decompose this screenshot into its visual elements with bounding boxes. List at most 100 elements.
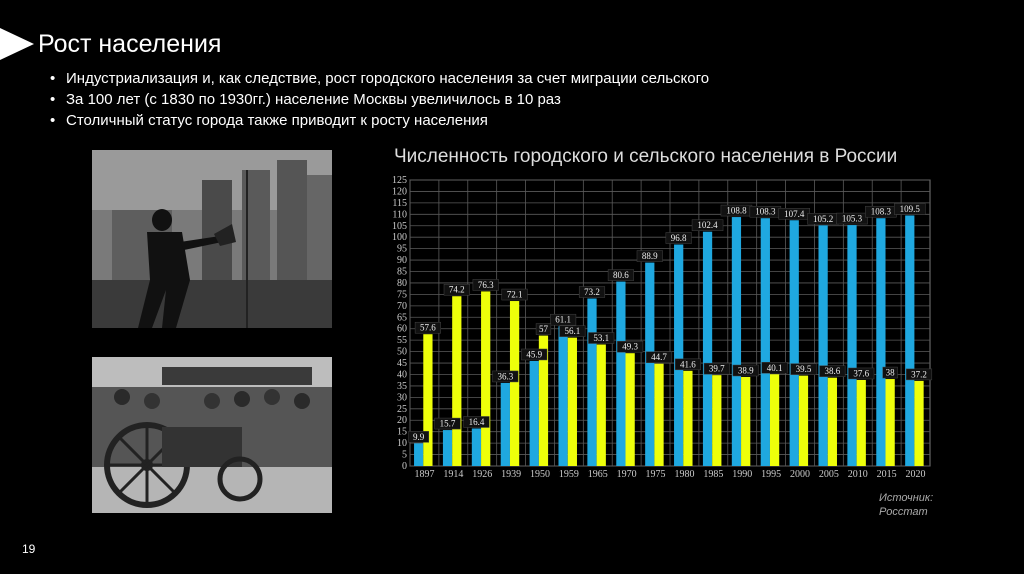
data-label: 45.9 [526,349,542,359]
data-label-box [761,362,788,374]
x-tick-label: 1939 [501,469,521,480]
x-tick-label: 1914 [443,469,463,480]
bar-rural [885,379,895,466]
source-note: Источник: Росстат [879,491,933,519]
slide-marker-icon [0,28,34,60]
y-tick-label: 120 [392,186,407,197]
data-label: 49.3 [622,342,638,352]
bar-rural [567,337,577,466]
data-label: 108.3 [871,207,892,217]
y-tick-label: 35 [397,381,407,392]
data-label: 76.3 [478,280,494,290]
data-label: 61.1 [555,315,571,325]
data-label-box [848,367,875,380]
x-tick-label: 1980 [674,469,694,480]
x-tick-label: 1965 [588,469,608,480]
y-tick-label: 110 [392,209,407,220]
data-label-box [607,269,634,281]
data-label-box [535,323,552,335]
bullet-item: Индустриализация и, как следствие, рост … [50,68,709,89]
y-tick-label: 125 [392,175,407,186]
bar-rural [654,363,664,466]
data-label: 56.1 [564,326,580,336]
industrial-photo [92,150,332,328]
y-tick-label: 75 [397,289,407,300]
data-label-box [894,203,926,215]
y-tick-label: 0 [402,461,407,472]
x-tick-label: 2015 [877,469,897,480]
x-tick-label: 1990 [732,469,752,480]
data-label: 105.3 [842,214,863,224]
bar-rural [481,291,491,466]
bar-urban [674,244,684,466]
data-label-box [674,358,701,371]
bar-urban [558,326,568,466]
y-tick-label: 105 [392,221,407,232]
x-tick-label: 1897 [414,469,434,480]
data-label: 109.5 [900,204,921,214]
y-tick-label: 25 [397,404,407,415]
data-label-box [501,288,528,301]
bullet-item: Столичный статус города также приводит к… [50,110,709,131]
data-label: 39.5 [796,364,812,374]
data-label-box [703,362,730,375]
x-tick-label: 1995 [761,469,781,480]
bar-rural [827,377,837,466]
y-tick-label: 50 [397,347,407,358]
data-label-box [521,348,548,361]
bar-urban [587,298,597,466]
bar-urban [414,443,424,466]
data-label-box [645,351,673,363]
data-label-box [882,366,898,379]
y-tick-label: 95 [397,244,407,255]
bar-rural [914,380,924,466]
data-label: 15.7 [440,419,456,429]
data-label: 105.2 [813,214,833,224]
bar-rural [538,335,549,466]
bullet-item: За 100 лет (с 1830 по 1930гг.) население… [50,89,709,110]
bar-urban [905,215,915,466]
y-tick-label: 70 [397,301,407,312]
x-tick-label: 2010 [848,469,868,480]
source-value: Росстат [879,506,928,518]
bar-rural [683,370,693,466]
bar-urban [645,262,655,466]
chart-title: Численность городского и сельского насел… [394,146,898,167]
data-label: 88.9 [642,251,658,261]
data-label: 108.8 [726,206,747,216]
bar-urban [876,218,886,466]
bar-rural [769,374,780,466]
data-label-box [819,365,846,377]
data-label: 44.7 [651,352,667,362]
data-label: 36.3 [497,371,513,381]
data-label: 107.4 [784,209,805,219]
y-tick-label: 5 [402,450,407,461]
data-label: 38.6 [824,366,840,376]
x-tick-label: 2020 [906,469,926,480]
data-label-box [550,313,577,326]
bar-rural [423,334,433,466]
y-tick-label: 115 [392,198,407,209]
data-label-box [414,321,441,334]
bar-urban [847,225,857,466]
y-tick-label: 55 [397,335,407,346]
data-label: 37.6 [853,368,869,378]
data-label: 57.6 [420,323,436,333]
y-tick-label: 45 [397,358,407,369]
population-bar-chart: 0510152025303540455055606570758085909510… [392,175,933,480]
bar-urban [702,231,713,466]
data-label: 80.6 [613,270,629,280]
data-label-box [434,417,461,430]
data-label-box [905,368,933,381]
page-number: 19 [22,542,36,556]
bar-rural [741,376,751,466]
bar-rural [798,375,809,466]
data-label-box [472,279,499,291]
data-label: 40.1 [767,363,783,373]
data-label: 96.8 [671,233,687,243]
data-label-box [578,286,606,298]
data-label-box [588,332,615,344]
data-label: 39.7 [709,364,725,374]
data-label-box [636,250,663,262]
data-label-box [463,416,490,428]
